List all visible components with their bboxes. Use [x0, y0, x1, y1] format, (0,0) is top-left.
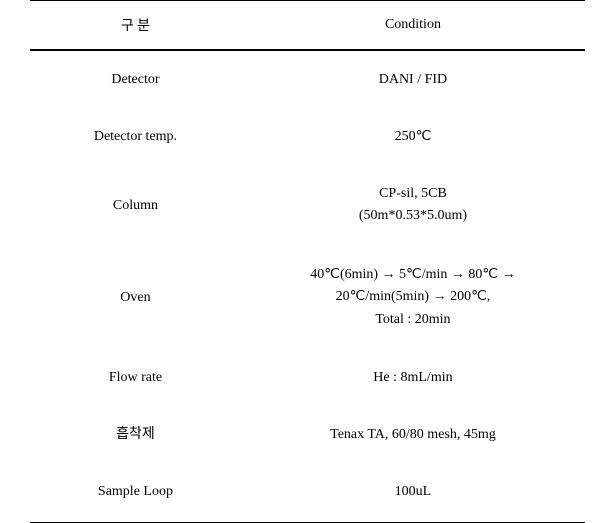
- row-label: 흡착제: [30, 406, 241, 463]
- table-row: Flow rateHe : 8mL/min: [30, 349, 585, 406]
- row-value: Tenax TA, 60/80 mesh, 45mg: [241, 406, 585, 463]
- table-row: Detector temp.250℃: [30, 108, 585, 165]
- table-container: 구 분 Condition DetectorDANI / FIDDetector…: [0, 0, 615, 523]
- table-row: Sample Loop100uL: [30, 463, 585, 523]
- header-left: 구 분: [30, 1, 241, 50]
- table-row: Oven40℃(6min) → 5℃/min → 80℃ →20℃/min(5m…: [30, 246, 585, 349]
- row-value: DANI / FID: [241, 51, 585, 109]
- header-row: 구 분 Condition: [30, 1, 585, 50]
- table-row: DetectorDANI / FID: [30, 51, 585, 109]
- row-label: Flow rate: [30, 349, 241, 406]
- row-value: CP-sil, 5CB(50m*0.53*5.0um): [241, 165, 585, 246]
- row-label: Detector temp.: [30, 108, 241, 165]
- row-label: Column: [30, 165, 241, 246]
- conditions-table: 구 분 Condition DetectorDANI / FIDDetector…: [30, 0, 585, 523]
- table-row: 흡착제Tenax TA, 60/80 mesh, 45mg: [30, 406, 585, 463]
- header-right: Condition: [241, 1, 585, 50]
- table-row: ColumnCP-sil, 5CB(50m*0.53*5.0um): [30, 165, 585, 246]
- table-body: DetectorDANI / FIDDetector temp.250℃Colu…: [30, 50, 585, 523]
- row-value: 40℃(6min) → 5℃/min → 80℃ →20℃/min(5min) …: [241, 246, 585, 349]
- row-value: He : 8mL/min: [241, 349, 585, 406]
- row-value: 250℃: [241, 108, 585, 165]
- row-value: 100uL: [241, 463, 585, 523]
- row-label: Detector: [30, 51, 241, 109]
- row-label: Oven: [30, 246, 241, 349]
- row-label: Sample Loop: [30, 463, 241, 523]
